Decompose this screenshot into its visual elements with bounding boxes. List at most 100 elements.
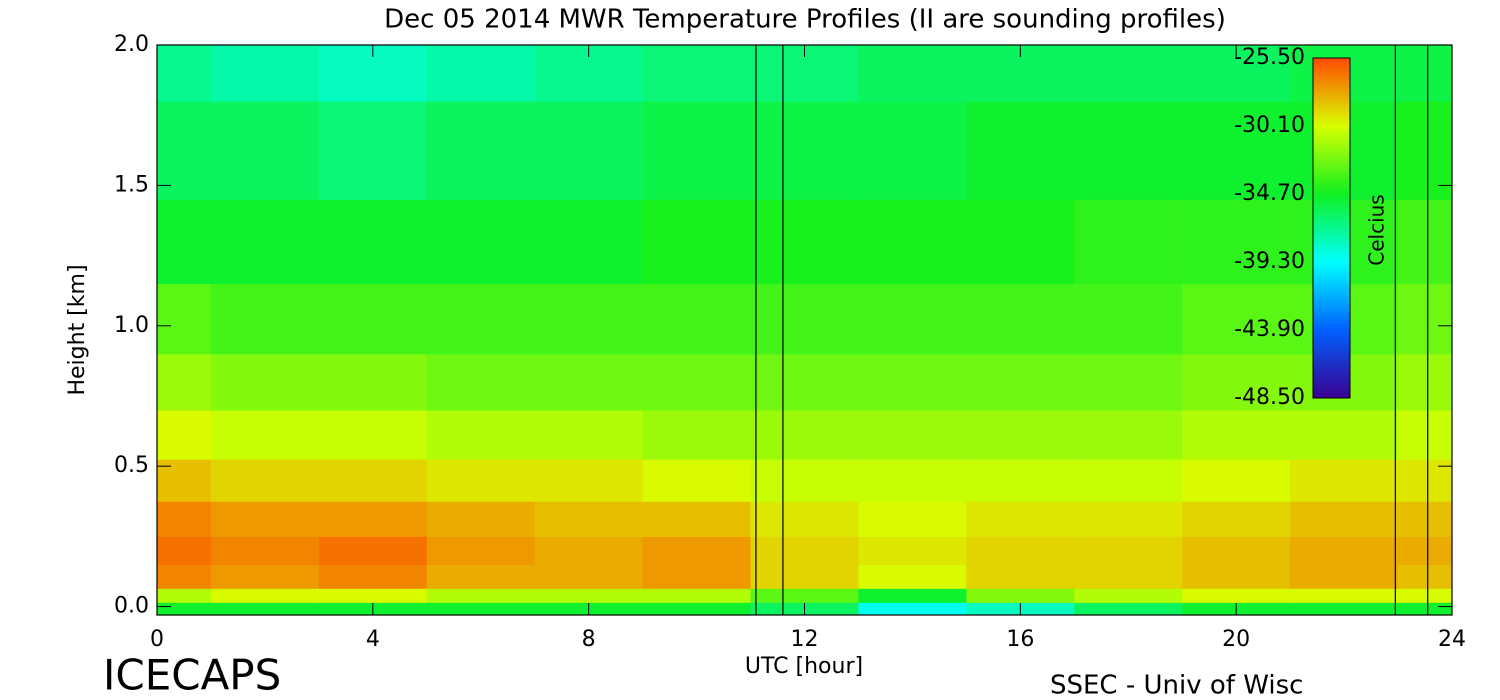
heat-cell [157, 410, 212, 460]
heat-cell [318, 536, 428, 565]
chart-title: Dec 05 2014 MWR Temperature Profiles (II… [384, 5, 1226, 35]
heat-cell [858, 101, 967, 200]
heat-cell [1398, 602, 1453, 616]
heat-cell [750, 199, 859, 285]
heat-cell [318, 199, 428, 285]
heat-cell [858, 564, 967, 589]
heat-cell [642, 101, 752, 200]
x-tick-label: 20 [1222, 627, 1250, 652]
heat-cell [534, 353, 644, 411]
heat-cell [318, 283, 428, 355]
heat-cell [1182, 536, 1291, 565]
heat-cell [157, 602, 212, 616]
heat-cell [642, 45, 752, 102]
heat-cell [1182, 283, 1291, 355]
heat-cell [858, 588, 967, 603]
heat-cell [1182, 410, 1291, 460]
y-tick-label: 2.0 [114, 32, 149, 57]
heat-cell [966, 283, 1075, 355]
heat-cell [642, 536, 752, 565]
heat-cell [966, 410, 1075, 460]
colorbar-tick-label: -48.50 [1234, 385, 1305, 410]
heat-cell [210, 410, 320, 460]
heat-cell [534, 199, 644, 285]
heat-cell [210, 501, 320, 537]
heat-cell [210, 45, 320, 102]
heat-cell [1398, 410, 1453, 460]
colorbar [1312, 57, 1351, 399]
heat-cell [1182, 199, 1291, 285]
heat-cell [210, 101, 320, 200]
heat-cell [966, 588, 1075, 603]
x-tick-label: 16 [1006, 627, 1034, 652]
heat-cell [1398, 353, 1453, 411]
heat-cell [642, 283, 752, 355]
heat-cell [1074, 588, 1183, 603]
heat-cell [750, 283, 859, 355]
heat-cell [750, 588, 859, 603]
heatmap [157, 45, 1453, 616]
colorbar-label: Celcius [1365, 194, 1389, 265]
heat-cell [534, 101, 644, 200]
y-tick-label: 1.0 [114, 313, 149, 338]
heat-cell [858, 199, 967, 285]
x-axis-label: UTC [hour] [745, 654, 863, 679]
heat-cell [1290, 588, 1399, 603]
heat-cell [534, 283, 644, 355]
x-tick-label: 0 [150, 627, 164, 652]
heat-cell [1182, 501, 1291, 537]
heat-cell [426, 353, 536, 411]
heat-cell [534, 564, 644, 589]
colorbar-tick-label: -25.50 [1234, 45, 1305, 70]
heat-cell [642, 199, 752, 285]
heat-cell [750, 410, 859, 460]
heat-cell [858, 501, 967, 537]
heat-cell [318, 353, 428, 411]
x-tick-label: 8 [582, 627, 596, 652]
heat-cell [858, 353, 967, 411]
heat-cell [1290, 410, 1399, 460]
heat-cell [1182, 101, 1291, 200]
heat-cell [210, 283, 320, 355]
heat-cell [858, 536, 967, 565]
heat-cell [157, 353, 212, 411]
heat-cell [426, 459, 536, 502]
heat-cell [426, 602, 536, 616]
heat-cell [426, 101, 536, 200]
heat-cell [426, 45, 536, 102]
heat-cell [642, 410, 752, 460]
heat-cell [1074, 101, 1183, 200]
heat-cell [1290, 602, 1399, 616]
heat-cell [642, 353, 752, 411]
heat-cell [1182, 353, 1291, 411]
heat-cell [426, 199, 536, 285]
heat-cell [157, 536, 212, 565]
heat-cell [318, 564, 428, 589]
heat-cell [210, 353, 320, 411]
heat-cell [1074, 459, 1183, 502]
heat-cell [210, 588, 320, 603]
heat-cell [157, 283, 212, 355]
heat-cell [210, 602, 320, 616]
colorbar-tick-label: -39.30 [1234, 249, 1305, 274]
heat-cell [1398, 459, 1453, 502]
y-tick-label: 1.5 [114, 172, 149, 197]
heat-cell [750, 501, 859, 537]
heat-cell [534, 459, 644, 502]
heat-cell [1290, 536, 1399, 565]
y-axis-label: Height [km] [65, 264, 90, 395]
heat-cell [1290, 564, 1399, 589]
heat-cell [157, 101, 212, 200]
heat-cell [534, 410, 644, 460]
heat-cell [858, 283, 967, 355]
heat-cell [966, 501, 1075, 537]
heat-cell [966, 459, 1075, 502]
heat-cell [642, 501, 752, 537]
heat-cell [750, 564, 859, 589]
heat-cell [1398, 536, 1453, 565]
heat-cell [1074, 501, 1183, 537]
footer-right: SSEC - Univ of Wisc [1050, 671, 1303, 700]
heat-cell [1182, 459, 1291, 502]
heat-cell [642, 602, 752, 616]
